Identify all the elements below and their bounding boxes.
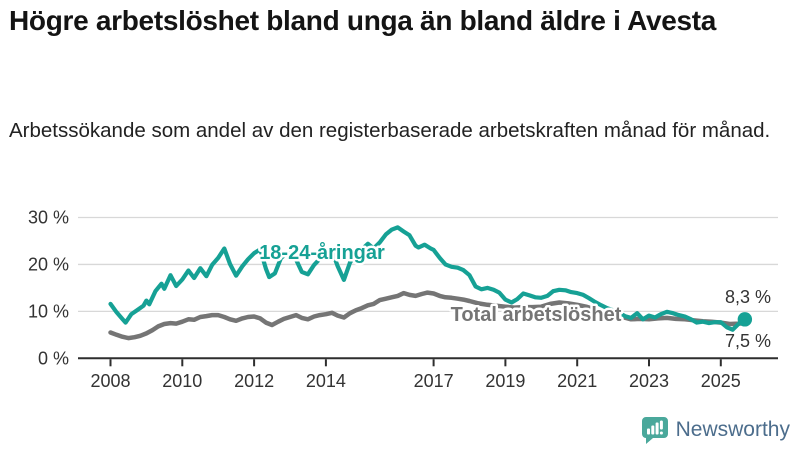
end-value-label-youth: 8,3 %: [725, 287, 771, 307]
end-value-label-total: 7,5 %: [725, 331, 771, 351]
series-line-youth: [108, 225, 748, 332]
gridlines: [78, 216, 778, 313]
series-line-total: [108, 290, 748, 341]
bar-medium: [650, 425, 654, 435]
exclamation-dot: [659, 431, 663, 435]
x-tick-label-2017: 2017: [414, 371, 454, 391]
chart-subtitle: Arbetssökande som andel av den registerb…: [9, 119, 771, 142]
x-tick-label-2012: 2012: [234, 371, 274, 391]
x-tick-label-2019: 2019: [485, 371, 525, 391]
y-tick-label-10: 10 %: [28, 301, 69, 321]
newsworthy-logo[interactable]: Newsworthy: [641, 416, 790, 444]
bar-large: [655, 422, 659, 435]
x-tick-label-2025: 2025: [701, 371, 741, 391]
newsworthy-logo-text: Newsworthy: [675, 418, 790, 441]
x-tick-label-2014: 2014: [306, 371, 346, 391]
bar-small: [646, 428, 650, 435]
x-tick-label-2023: 2023: [629, 371, 669, 391]
x-axis: [78, 357, 778, 367]
series-label-youth: 18-24-åringar: [259, 241, 385, 264]
x-tick-label-2010: 2010: [162, 371, 202, 391]
y-tick-label-0: 0 %: [38, 348, 69, 368]
chart-text-labels: 0 % 10 % 20 % 30 % 2008 2010 2012 2014 2017 2019 2…: [28, 208, 771, 391]
x-tick-label-2008: 2008: [90, 371, 130, 391]
series-label-total: Total arbetslöshet: [451, 304, 622, 326]
series-lines: [108, 225, 753, 341]
x-tick-label-2021: 2021: [557, 371, 597, 391]
y-tick-label-20: 20 %: [28, 254, 69, 274]
exclamation-bar: [659, 420, 663, 430]
series-end-dot: [737, 312, 753, 327]
speech-bubble-shape: [641, 417, 668, 444]
y-tick-label-30: 30 %: [28, 208, 69, 228]
page-title: Högre arbetslöshet bland unga än bland ä…: [9, 5, 717, 36]
bar-chart-speech-bubble-icon: [641, 417, 668, 444]
